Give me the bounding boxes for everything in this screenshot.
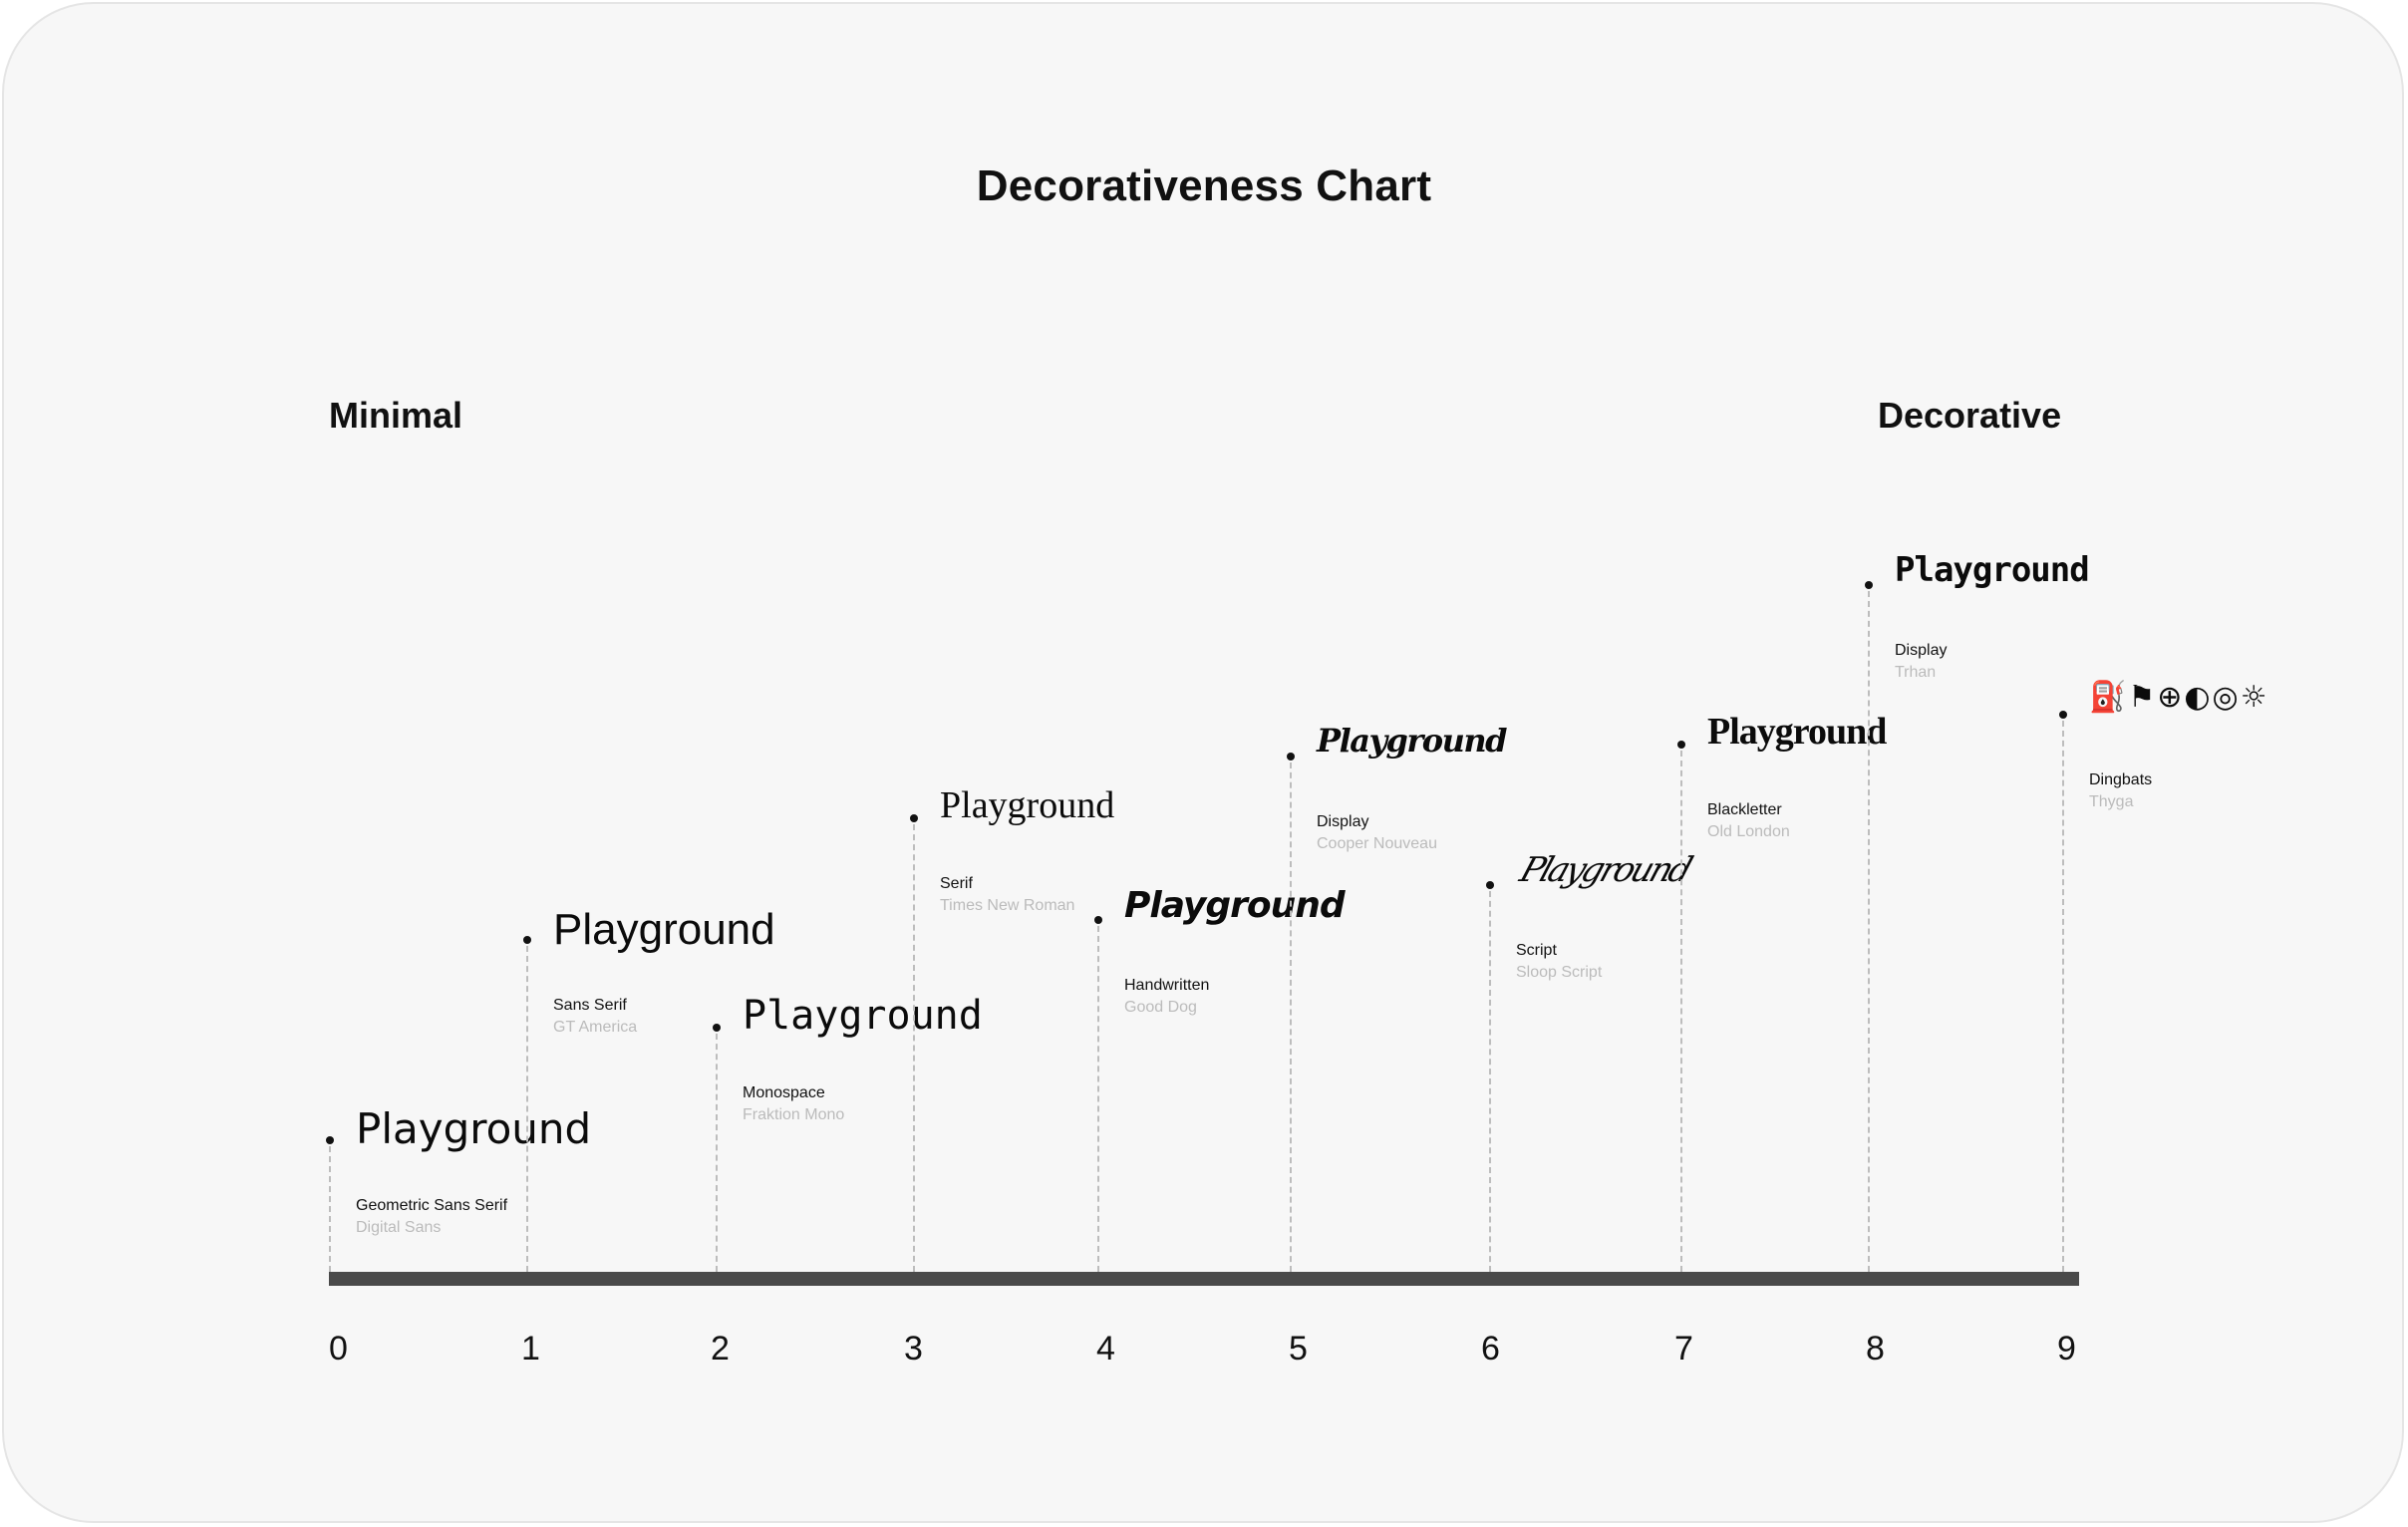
point-stem-3: [913, 824, 915, 1272]
point-stem-1: [526, 946, 528, 1272]
point-font-name-5: Cooper Nouveau: [1317, 835, 1437, 852]
x-tick-label-0: 0: [329, 1330, 348, 1368]
point-category-0: Geometric Sans Serif: [356, 1197, 508, 1214]
point-font-name-6: Sloop Script: [1516, 964, 1603, 981]
decorative-label: Decorative: [1878, 395, 2062, 436]
point-category-1: Sans Serif: [553, 997, 627, 1014]
point-font-name-4: Good Dog: [1124, 999, 1197, 1016]
point-category-8: Display: [1895, 642, 1948, 659]
point-font-name-8: Trhan: [1895, 664, 1937, 681]
point-marker-5: [1287, 753, 1295, 761]
point-marker-1: [523, 936, 531, 944]
point-category-5: Display: [1317, 813, 1369, 830]
point-marker-4: [1094, 916, 1102, 924]
point-stem-5: [1290, 763, 1292, 1272]
x-tick-label-1: 1: [521, 1330, 540, 1368]
point-marker-0: [326, 1136, 334, 1144]
point-sample-8: Playground: [1895, 550, 2090, 590]
point-sample-2: Playground: [743, 993, 983, 1039]
point-marker-7: [1677, 741, 1685, 749]
x-tick-label-9: 9: [2057, 1330, 2076, 1368]
point-font-name-9: Thyga: [2089, 793, 2134, 810]
point-stem-8: [1868, 591, 1870, 1272]
point-font-name-0: Digital Sans: [356, 1219, 442, 1236]
x-tick-label-3: 3: [904, 1330, 923, 1368]
point-category-3: Serif: [940, 875, 973, 892]
x-tick-label-5: 5: [1289, 1330, 1308, 1368]
x-tick-label-7: 7: [1674, 1330, 1693, 1368]
point-font-name-7: Old London: [1707, 823, 1790, 840]
point-font-name-3: Times New Roman: [940, 897, 1075, 914]
point-category-9: Dingbats: [2089, 771, 2153, 788]
point-stem-7: [1680, 751, 1682, 1272]
point-sample-1: Playground: [553, 905, 775, 954]
point-marker-6: [1486, 881, 1494, 889]
point-sample-6: Playground: [1515, 850, 1695, 890]
point-category-4: Handwritten: [1124, 977, 1210, 994]
point-stem-4: [1097, 926, 1099, 1272]
point-marker-8: [1865, 581, 1873, 589]
x-tick-label-4: 4: [1096, 1330, 1115, 1368]
point-sample-3: Playground: [940, 784, 1115, 826]
point-stem-2: [716, 1034, 718, 1272]
point-sample-0: Playground: [356, 1104, 592, 1153]
point-sample-7: Playground: [1707, 711, 1887, 753]
point-category-6: Script: [1516, 942, 1557, 959]
point-sample-9: ⛽⚑⊕◐◎☼: [2089, 680, 2269, 715]
x-tick-label-8: 8: [1866, 1330, 1885, 1368]
point-marker-9: [2059, 711, 2067, 719]
point-sample-5: Playground: [1317, 722, 1508, 760]
point-marker-3: [910, 814, 918, 822]
point-sample-4: Playground: [1124, 885, 1346, 926]
point-stem-6: [1489, 891, 1491, 1272]
point-marker-2: [713, 1024, 721, 1032]
point-font-name-1: GT America: [553, 1019, 638, 1036]
point-stem-9: [2062, 721, 2064, 1272]
point-font-name-2: Fraktion Mono: [743, 1106, 845, 1123]
point-category-7: Blackletter: [1707, 801, 1782, 818]
x-axis-bar: [329, 1272, 2079, 1286]
point-category-2: Monospace: [743, 1084, 825, 1101]
x-tick-label-2: 2: [711, 1330, 730, 1368]
x-tick-label-6: 6: [1481, 1330, 1500, 1368]
chart-title: Decorativeness Chart: [976, 161, 1432, 210]
point-stem-0: [329, 1146, 331, 1272]
minimal-label: Minimal: [329, 395, 463, 436]
